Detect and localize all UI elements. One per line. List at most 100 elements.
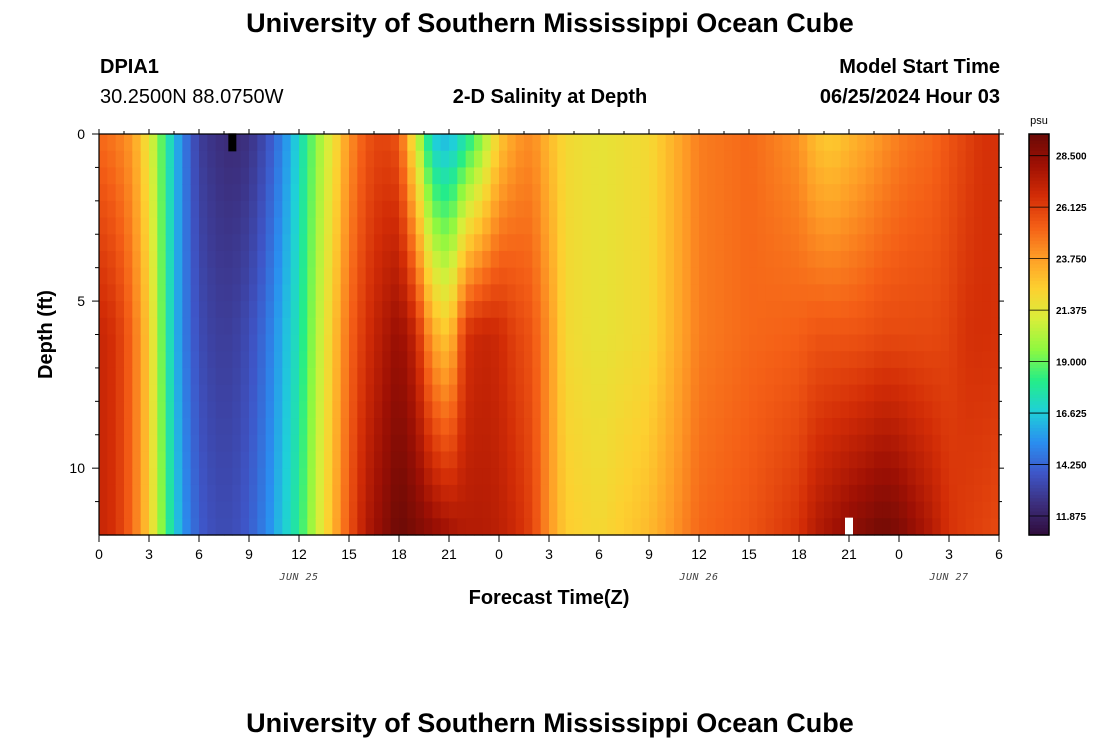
colorbar-segment [1029,180,1049,185]
heatmap-cell [957,150,967,169]
heatmap-cell [640,184,650,202]
heatmap-cell [490,518,500,536]
heatmap-cell [299,468,308,486]
heatmap-cell [965,351,975,369]
heatmap-cell [457,301,467,319]
heatmap-cell [590,468,600,486]
colorbar-segment [1029,137,1049,142]
heatmap-cell [140,134,150,152]
heatmap-cell [465,418,475,436]
heatmap-cell [715,217,725,235]
heatmap-cell [424,367,433,386]
heatmap-cell [715,301,725,319]
heatmap-cell [824,501,833,519]
heatmap-cell [824,468,833,486]
heatmap-cell [332,418,342,436]
heatmap-cell [132,418,142,436]
heatmap-cell [890,217,900,235]
heatmap-cell [690,217,700,235]
heatmap-cell [415,451,425,469]
x-tick-label: 12 [291,546,307,562]
heatmap-cell [324,217,333,235]
heatmap-cell [474,134,483,152]
heatmap-cell [782,200,792,219]
heatmap-cell [349,434,358,453]
heatmap-cell [457,217,467,235]
heatmap-cell [182,468,192,486]
heatmap-cell [115,301,125,319]
heatmap-cell [940,451,950,469]
heatmap-cell [974,401,983,419]
heatmap-cell [649,434,658,453]
heatmap-cell [982,501,992,519]
heatmap-cell [407,250,417,269]
heatmap-cell [807,484,817,503]
heatmap-cell [724,134,733,152]
heatmap-cell [157,484,167,503]
heatmap-cell [665,468,675,486]
heatmap-cell [407,150,417,169]
heatmap-cell [757,384,767,402]
heatmap-cell [849,217,858,235]
heatmap-cell [615,501,625,519]
heatmap-cell [499,134,508,152]
heatmap-cell [507,267,517,285]
heatmap-cell [374,468,383,486]
heatmap-cell [790,184,800,202]
heatmap-cell [790,200,800,219]
colorbar-segment [1029,291,1049,295]
heatmap-cell [174,267,183,285]
heatmap-cell [624,518,633,536]
heatmap-cell [915,334,925,352]
heatmap-cell [774,200,783,219]
colorbar-segment [1029,264,1049,269]
heatmap-cell [349,134,358,152]
heatmap-cell [149,451,158,469]
heatmap-cell [107,200,117,219]
heatmap-cell [815,217,825,235]
heatmap-cell [715,468,725,486]
heatmap-cell [174,317,183,336]
heatmap-cell [732,317,742,336]
heatmap-cell [232,384,242,402]
heatmap-cell [465,134,475,152]
heatmap-cell [932,518,942,536]
heatmap-cell [990,317,1000,336]
heatmap-cell [857,401,867,419]
heatmap-cell [657,484,667,503]
heatmap-cell [299,267,308,285]
colorbar-segment [1029,377,1049,382]
heatmap-cell [324,184,333,202]
heatmap-cell [207,351,217,369]
heatmap-cell [874,217,883,235]
heatmap-cell [524,301,533,319]
heatmap-cell [449,200,458,219]
heatmap-cell [574,351,583,369]
heatmap-cell [424,150,433,169]
heatmap-cell [624,468,633,486]
heatmap-cell [590,284,600,302]
x-tick-label: 3 [145,546,153,562]
heatmap-cell [524,451,533,469]
heatmap-cell [624,184,633,202]
heatmap-cell [240,501,250,519]
heatmap-cell [149,468,158,486]
heatmap-cell [932,468,942,486]
heatmap-cell [890,418,900,436]
heatmap-cell [990,200,1000,219]
heatmap-cell [249,518,258,536]
heatmap-cell [724,434,733,453]
heatmap-cell [615,150,625,169]
heatmap-cell [849,484,858,503]
heatmap-cell [540,434,550,453]
heatmap-cell [115,351,125,369]
x-tick-label: 21 [841,546,857,562]
heatmap-cell [965,418,975,436]
heatmap-cell [374,150,383,169]
heatmap-cell [557,518,567,536]
heatmap-cell [474,367,483,386]
heatmap-cell [532,468,542,486]
colorbar-segment [1029,441,1049,446]
heatmap-cell [682,250,692,269]
heatmap-cell [665,150,675,169]
